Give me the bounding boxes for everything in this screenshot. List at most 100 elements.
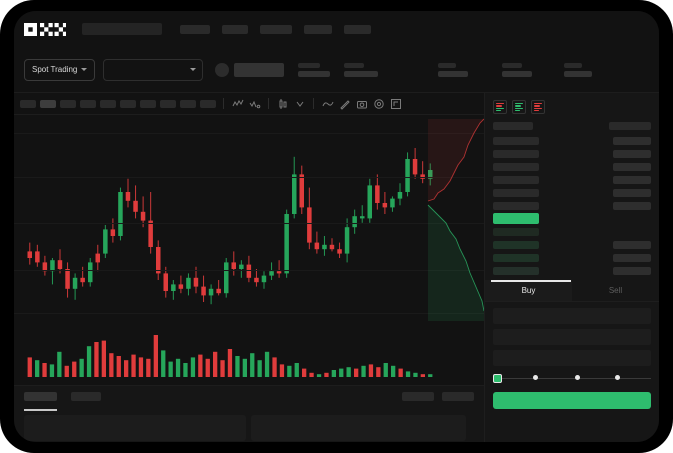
orderbook-bid-row[interactable] [493,238,651,251]
submit-buy-button[interactable] [493,392,651,409]
bottom-card-2[interactable] [251,415,466,441]
chart-gridline [14,133,484,134]
tab-buy[interactable]: Buy [485,280,572,301]
global-search-input[interactable] [82,23,162,35]
price-chart[interactable] [14,115,484,325]
current-price [493,213,539,224]
nav-item-4[interactable] [304,24,332,34]
order-amount-field[interactable] [493,329,651,345]
orderbook-bid-row[interactable] [493,264,651,277]
orders-tabs [14,386,484,411]
orders-panel [14,385,484,442]
market-stat [344,62,379,77]
timeframe-button-3[interactable] [60,99,76,108]
slider-mark-75[interactable] [615,375,620,380]
order-total-field[interactable] [493,350,651,366]
drawing-tools-icon[interactable] [338,97,351,110]
timeframe-button-8[interactable] [160,99,176,108]
nav-item-1[interactable] [180,24,210,34]
stat-label [298,62,321,68]
compare-icon[interactable] [248,97,261,110]
chart-gridline [14,270,484,271]
orderbook-header-amount [609,122,651,130]
fullscreen-icon[interactable] [389,97,402,110]
volume-series [27,335,433,377]
timeframe-button-2[interactable] [40,99,56,108]
volume-chart [14,327,484,385]
orderbook-ask-row[interactable] [493,173,651,186]
timeframe-button-7[interactable] [140,99,156,108]
settings-icon[interactable] [372,97,385,110]
slider-handle[interactable] [493,374,502,383]
orderbook-bid-row[interactable] [493,251,651,264]
timeframe-button-1[interactable] [20,99,36,108]
bottom-card-1[interactable] [24,415,246,441]
orderbook-ask-row[interactable] [493,186,651,199]
orders-tab-open[interactable] [24,392,57,401]
indicators-icon[interactable] [231,97,244,110]
slider-mark-25[interactable] [533,375,538,380]
bid-price [493,253,539,262]
nav-item-2[interactable] [222,24,248,34]
orderbook-mode-bids[interactable] [512,100,526,114]
bottom-action-2[interactable] [442,392,474,401]
nav-item-3[interactable] [260,24,292,34]
chart-style-icon[interactable] [293,97,306,110]
orderbook-column-headers [485,120,659,134]
ask-amount [613,188,651,197]
orders-actions [402,392,474,401]
orderbook-ask-row[interactable] [493,199,651,212]
slider-mark-50[interactable] [575,375,580,380]
stat-label [502,62,523,68]
orderbook-panel: Buy Sell [484,93,659,442]
toolbar-divider [223,98,224,109]
amount-slider[interactable] [493,372,651,384]
okx-logo[interactable] [24,22,66,36]
bid-price [493,266,539,275]
camera-icon[interactable] [355,97,368,110]
ask-price [493,175,539,184]
slider-track [497,377,651,379]
timeframe-button-9[interactable] [180,99,196,108]
orderbook-mode-asks[interactable] [531,100,545,114]
orderbook-ask-row[interactable] [493,147,651,160]
tab-sell[interactable]: Sell [608,286,623,295]
orderbook-rows [485,134,659,277]
timeframe-button-10[interactable] [200,99,216,108]
nav-item-5[interactable] [344,24,371,34]
timeframe-button-6[interactable] [120,99,136,108]
last-price [234,62,285,77]
bottom-action-1[interactable] [402,392,434,401]
orderbook-view-modes [485,93,659,120]
spot-trading-button[interactable]: Spot Trading [24,58,96,81]
ask-price [493,188,539,197]
stat-value [344,70,379,77]
chevron-down-icon [81,68,88,71]
pair-select[interactable] [103,58,204,81]
orderbook-ask-row[interactable] [493,160,651,173]
bid-price [493,227,539,236]
market-depth-chart [427,118,484,321]
orderbook-bid-row[interactable] [493,225,651,238]
market-stat [298,62,331,77]
line-chart-icon[interactable] [321,97,334,110]
ask-price [493,162,539,171]
chevron-down-icon [190,68,197,71]
order-price-field[interactable] [493,308,651,324]
market-stat [438,62,469,77]
buy-sell-tabs: Buy Sell [485,280,659,302]
timeframe-button-4[interactable] [80,99,96,108]
candle-type-icon[interactable] [276,97,289,110]
orders-tab-underline [24,409,57,411]
timeframe-button-5[interactable] [100,99,116,108]
stat-label [564,62,583,68]
orderbook-mode-both[interactable] [493,100,507,114]
chart-toolbar [14,93,484,115]
buy-tab-underline [491,280,571,282]
coin-avatar [215,62,230,77]
orderbook-ask-row[interactable] [493,134,651,147]
bid-amount [613,240,651,249]
orders-tab-history[interactable] [71,392,101,401]
bid-price [493,240,539,249]
